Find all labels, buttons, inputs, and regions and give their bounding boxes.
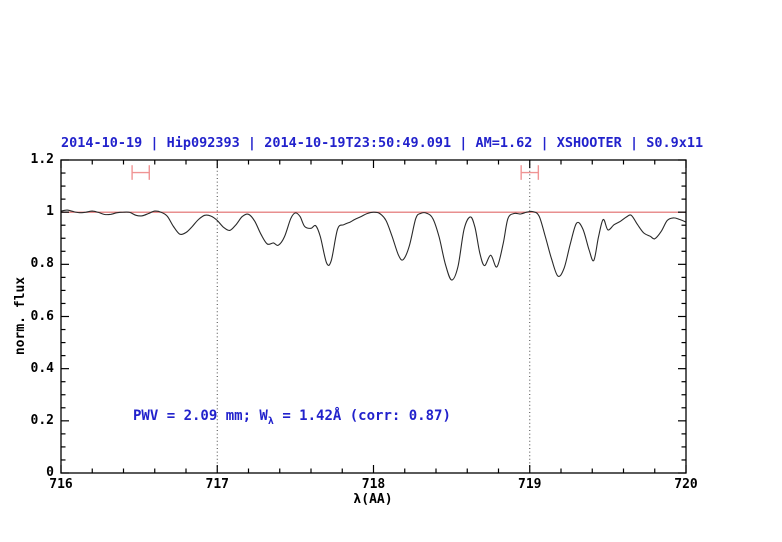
x-tick-label: 719	[518, 477, 542, 492]
y-tick-label: 0.4	[30, 360, 54, 376]
plot-title: 2014-10-19 | Hip092393 | 2014-10-19T23:5…	[61, 135, 704, 151]
lambda-subscript: λ	[267, 415, 274, 427]
spectrum-curve	[60, 209, 687, 281]
x-tick-label: 717	[205, 477, 229, 492]
range-marker-1	[131, 165, 150, 180]
x-tick-label: 720	[674, 477, 698, 492]
pwv-annotation-text2: = 1.42Å (corr: 0.87)	[273, 408, 451, 424]
y-tick-label: 0	[46, 465, 54, 480]
pwv-annotation: PWV = 2.09 mm; Wλ = 1.42Å (corr: 0.87)	[133, 408, 451, 427]
y-tick-label: 0.6	[30, 308, 54, 324]
x-tick-label: 716	[49, 477, 73, 492]
y-tick-label: 0.8	[30, 256, 54, 272]
y-tick-label: 1	[46, 204, 54, 220]
axis-ticks	[60, 159, 687, 474]
y-tick-label: 0.2	[30, 412, 54, 428]
pwv-annotation-text: PWV = 2.09 mm; W	[133, 408, 268, 424]
x-axis-label: λ(AA)	[353, 492, 393, 507]
y-tick-label: 1.2	[30, 152, 54, 167]
range-marker-2	[520, 165, 540, 180]
x-tick-label: 718	[361, 477, 386, 492]
